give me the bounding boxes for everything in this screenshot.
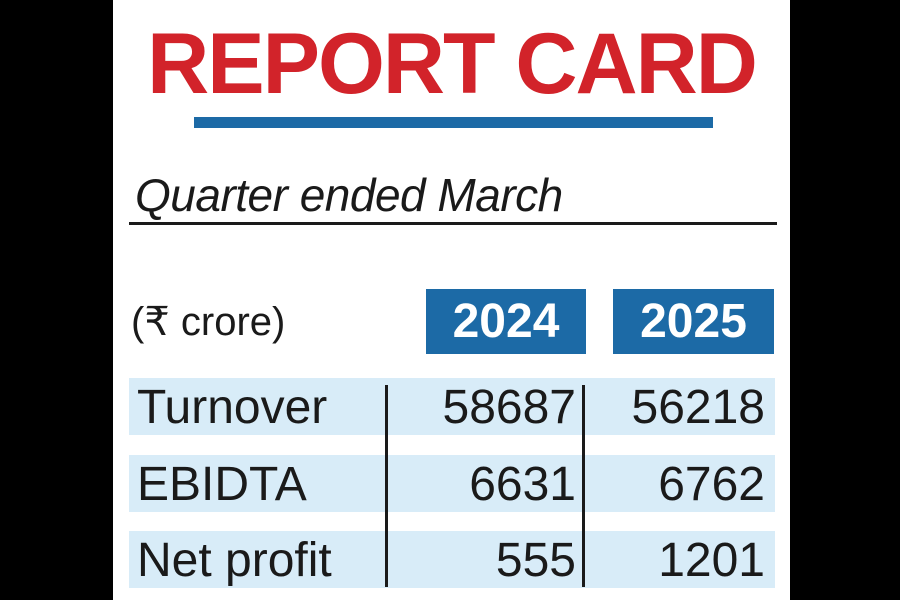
table-row-turnover: Turnover 58687 56218	[129, 378, 775, 435]
subtitle-divider	[129, 222, 777, 225]
column-divider	[385, 385, 388, 587]
cell-value-2024: 58687	[442, 381, 576, 434]
cell-value-2025: 1201	[658, 534, 765, 587]
table-row-ebidta: EBIDTA 6631 6762	[129, 455, 775, 512]
report-card: REPORT CARD Quarter ended March (₹ crore…	[113, 0, 790, 600]
row-label: Net profit	[137, 534, 332, 587]
column-header-2024: 2024	[426, 289, 586, 354]
column-header-2025: 2025	[613, 289, 774, 354]
column-divider	[582, 385, 585, 587]
table-row-net-profit: Net profit 555 1201	[129, 531, 775, 588]
cell-value-2024: 555	[495, 534, 576, 587]
report-title: REPORT CARD	[147, 16, 758, 112]
title-underline-bar	[194, 117, 713, 128]
cell-value-2025: 56218	[631, 381, 765, 434]
row-label: Turnover	[137, 381, 328, 434]
unit-label: (₹ crore)	[131, 300, 286, 344]
period-subtitle: Quarter ended March	[135, 169, 563, 221]
row-label: EBIDTA	[137, 458, 307, 511]
cell-value-2024: 6631	[469, 458, 576, 511]
cell-value-2025: 6762	[658, 458, 765, 511]
